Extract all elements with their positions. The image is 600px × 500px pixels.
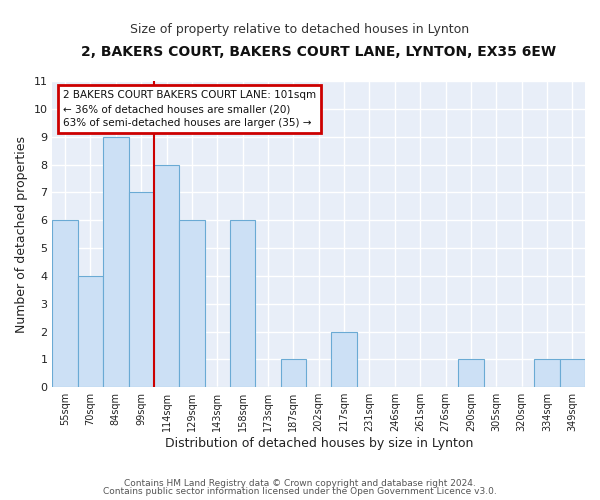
Bar [78, 276, 103, 387]
Y-axis label: Number of detached properties: Number of detached properties [15, 136, 28, 332]
Text: Size of property relative to detached houses in Lynton: Size of property relative to detached ho… [130, 22, 470, 36]
Bar [458, 360, 484, 387]
Bar [128, 192, 154, 387]
Text: Contains HM Land Registry data © Crown copyright and database right 2024.: Contains HM Land Registry data © Crown c… [124, 478, 476, 488]
Bar [230, 220, 256, 387]
X-axis label: Distribution of detached houses by size in Lynton: Distribution of detached houses by size … [164, 437, 473, 450]
Title: 2, BAKERS COURT, BAKERS COURT LANE, LYNTON, EX35 6EW: 2, BAKERS COURT, BAKERS COURT LANE, LYNT… [81, 45, 556, 59]
Bar [331, 332, 357, 387]
Bar [103, 136, 128, 387]
Bar [281, 360, 306, 387]
Text: 2 BAKERS COURT BAKERS COURT LANE: 101sqm
← 36% of detached houses are smaller (2: 2 BAKERS COURT BAKERS COURT LANE: 101sqm… [63, 90, 316, 128]
Bar [560, 360, 585, 387]
Bar [52, 220, 78, 387]
Bar [534, 360, 560, 387]
Bar [179, 220, 205, 387]
Bar [154, 164, 179, 387]
Text: Contains public sector information licensed under the Open Government Licence v3: Contains public sector information licen… [103, 487, 497, 496]
